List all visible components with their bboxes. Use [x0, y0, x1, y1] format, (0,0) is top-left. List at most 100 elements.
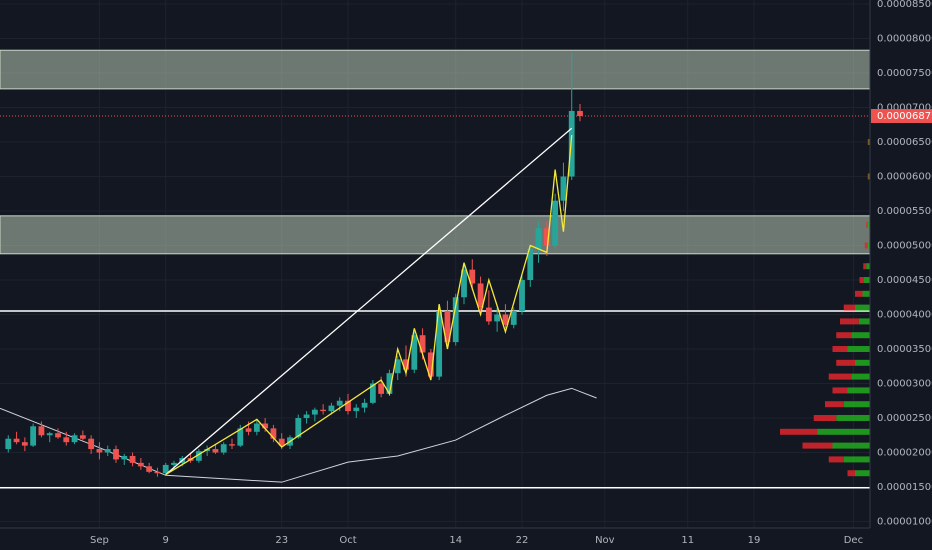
candle-body: [527, 248, 534, 281]
x-tick-label: 14: [449, 535, 462, 546]
y-tick-label: 0.00004500: [877, 275, 932, 286]
volume-buy: [864, 277, 870, 284]
volume-buy: [868, 139, 870, 146]
volume-buy: [843, 456, 870, 463]
y-tick-label: 0.00001000: [877, 517, 932, 528]
volume-buy: [847, 387, 870, 394]
candle-body: [253, 423, 260, 432]
candle-body: [502, 314, 509, 325]
candle-body: [195, 451, 202, 461]
candle-body: [427, 352, 434, 377]
volume-sell: [840, 318, 859, 325]
y-tick-label: 0.00003000: [877, 379, 932, 390]
candle-body: [212, 449, 219, 453]
candle-body: [469, 269, 476, 284]
y-tick-label: 0.00006000: [877, 172, 932, 183]
last-price-box: [871, 108, 932, 123]
zigzag: [165, 135, 573, 476]
candle-body: [535, 228, 542, 249]
candle-body: [104, 449, 111, 453]
y-tick-label: 0.00004000: [877, 310, 932, 321]
candle-body: [485, 307, 492, 322]
volume-sell: [828, 456, 844, 463]
plot: [0, 49, 871, 489]
volume-buy: [866, 263, 870, 270]
candle-body: [5, 438, 12, 450]
y-tick-label: 0.00007500: [877, 68, 932, 79]
zone: [0, 49, 871, 90]
candle-body: [129, 455, 136, 463]
y-tick-label: 0.00007000: [877, 103, 932, 114]
candle-body: [568, 110, 575, 177]
volume-buy: [836, 415, 870, 422]
candle-body: [220, 444, 227, 453]
candle-body: [121, 455, 128, 460]
candle-body: [63, 437, 70, 443]
volume-buy: [868, 173, 870, 180]
candle-body: [361, 402, 368, 408]
candle-body: [444, 311, 451, 343]
y-tick-label: 0.00008500: [877, 0, 932, 10]
volume-sell: [843, 304, 855, 311]
candle-body: [171, 462, 177, 465]
candle-body: [336, 400, 343, 406]
volume-buy: [862, 290, 870, 297]
candle-body: [55, 433, 61, 438]
volume-sell: [780, 428, 818, 435]
axes: 0.00008500 0.00008000 0.00007500 0.00007000…: [90, 0, 932, 546]
volume-buy: [847, 346, 870, 353]
volume-buy: [832, 442, 870, 449]
volume-buy: [851, 332, 870, 339]
candle-body: [378, 383, 385, 394]
candle-body: [510, 311, 517, 325]
candle-body: [543, 228, 550, 246]
candle-body: [21, 442, 28, 446]
candle-body: [386, 373, 393, 394]
volume-sell: [832, 346, 848, 353]
candle-body: [452, 297, 459, 343]
candle-body: [262, 423, 269, 429]
x-tick-label: Dec: [844, 535, 863, 546]
candle-body: [394, 359, 401, 374]
volume-sell: [832, 387, 848, 394]
candle-body: [38, 426, 45, 436]
candle-body: [245, 428, 252, 432]
volume-buy: [851, 373, 870, 380]
candle-body: [30, 426, 37, 446]
x-tick-label: 23: [275, 535, 288, 546]
candle-body: [419, 335, 426, 353]
candle-body: [411, 335, 418, 370]
candle-body: [552, 200, 559, 246]
candle-body: [494, 314, 501, 322]
trendline: [165, 127, 573, 476]
candle-body: [96, 449, 103, 453]
candle-body: [154, 471, 161, 474]
candle-body: [146, 466, 153, 472]
x-tick-label: 9: [163, 535, 169, 546]
x-tick-label: 11: [681, 535, 694, 546]
candle-body: [477, 283, 484, 308]
x-tick-label: 22: [516, 535, 529, 546]
candle-body: [237, 428, 244, 446]
candle-body: [270, 428, 277, 439]
volume-sell: [867, 139, 869, 146]
candle-body: [560, 176, 567, 201]
volume-buy: [817, 428, 870, 435]
volume-buy: [855, 304, 870, 311]
volume-buy: [858, 318, 870, 325]
candle-body: [311, 409, 318, 415]
candle-body: [88, 438, 95, 450]
candle-body: [461, 269, 467, 298]
volume-buy: [867, 242, 870, 249]
zone: [0, 215, 871, 255]
volume-sell: [828, 373, 852, 380]
candle-body: [113, 449, 119, 460]
x-tick-label: Oct: [339, 535, 356, 546]
candle-body: [369, 383, 376, 403]
candle-body: [137, 462, 144, 467]
y-tick-label: 0.00005500: [877, 206, 932, 217]
candle-body: [46, 433, 53, 436]
x-tick-label: Nov: [595, 535, 615, 546]
volume-sell: [864, 242, 868, 249]
